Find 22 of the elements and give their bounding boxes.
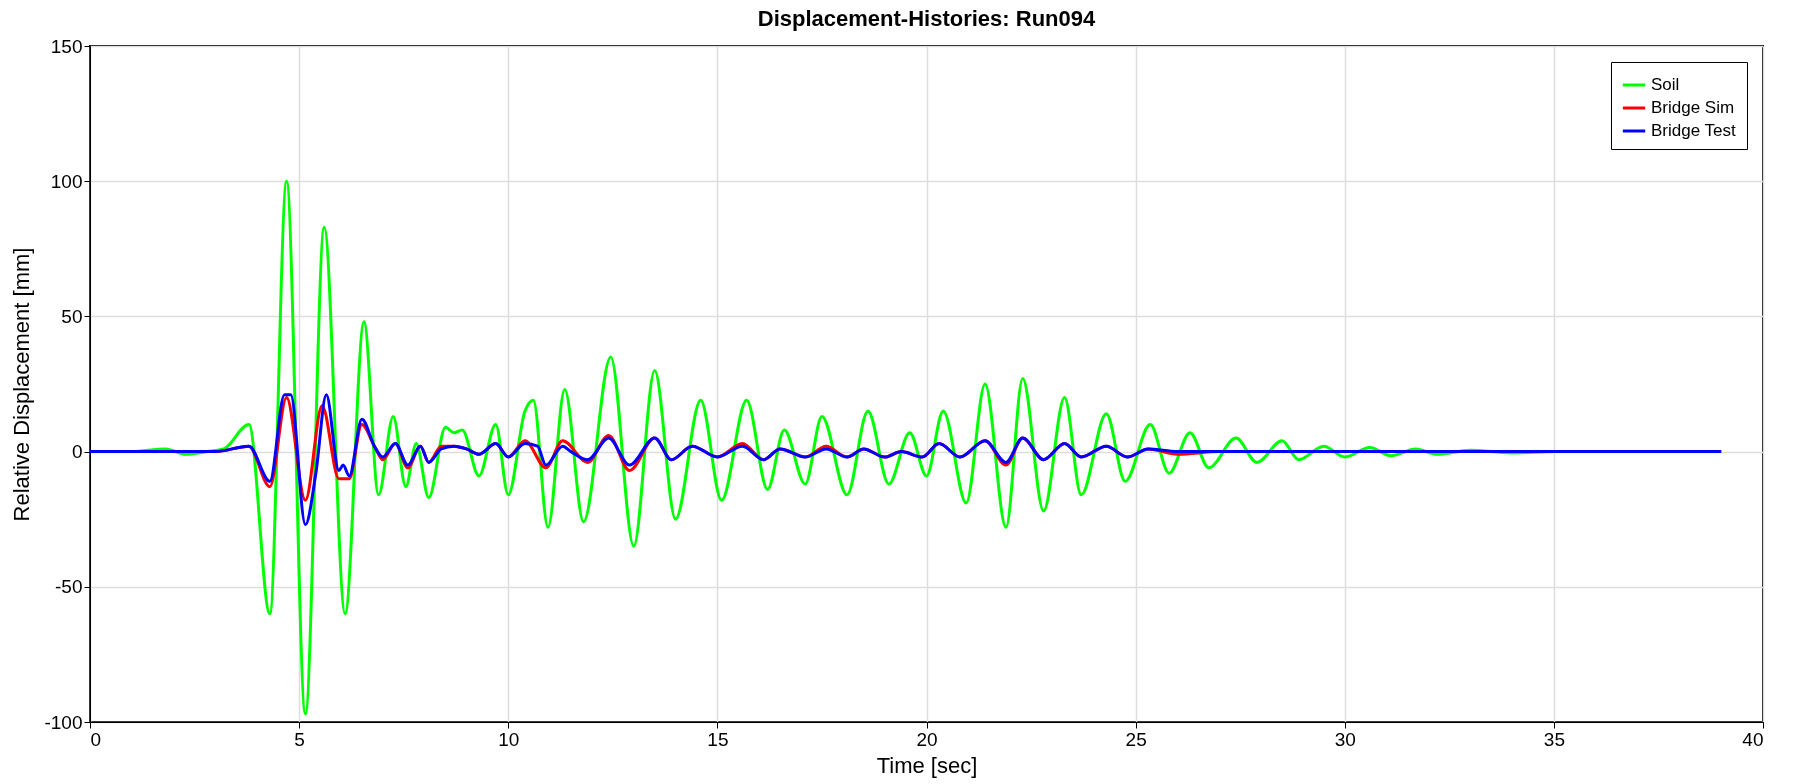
y-tick-label: 150 [50,35,83,57]
y-tick-label: -100 [44,711,83,733]
y-axis-title: Relative Displacement [mm] [9,247,35,522]
y-tick-label: 0 [71,441,83,463]
y-tick-label: -50 [55,576,83,598]
y-tick-label: 50 [61,305,83,327]
line-series [88,393,1723,527]
y-tick-label: 100 [50,170,83,192]
x-tick-label: 20 [916,728,938,750]
x-tick-label: 30 [1334,728,1356,750]
legend-label: Bridge Sim [1651,98,1735,117]
chart-title: Displacement-Histories: Run094 [757,6,1096,31]
legend-label: Bridge Test [1651,121,1737,140]
x-tick-label: 35 [1543,728,1565,750]
x-tick-label: 5 [294,728,305,750]
x-axis-title: Time [sec] [876,752,978,778]
x-tick-label: 40 [1742,728,1764,750]
legend-label: Soil [1651,75,1680,94]
x-tick-label: 15 [707,728,729,750]
x-tick-label: 0 [90,728,102,750]
x-tick-label: 10 [498,728,520,750]
x-tick-label: 25 [1125,728,1147,750]
